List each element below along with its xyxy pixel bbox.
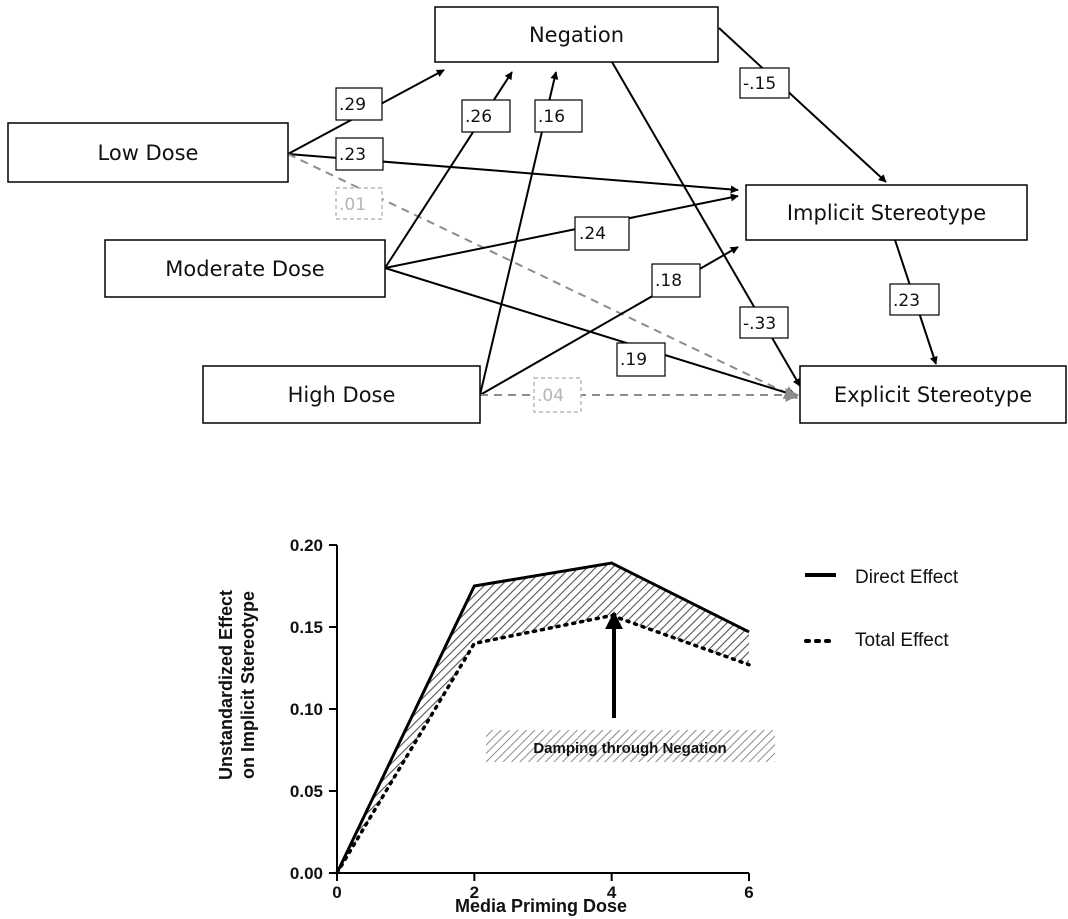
coef-negation-explicit: -.33 [739,306,789,339]
coef-moderate-implicit: .24 [574,216,630,251]
y-axis-ticks: 0.00 0.05 0.10 0.15 0.20 [290,536,337,883]
svg-text:.16: .16 [538,107,565,127]
y-tick-label: 0.00 [290,864,323,883]
x-axis-ticks: 0 2 4 6 [332,873,754,902]
x-axis-label: Media Priming Dose [455,896,627,916]
annotation-label: Damping through Negation [533,740,726,757]
coef-high-explicit: .04 [533,377,582,413]
legend-label-direct: Direct Effect [855,567,959,588]
coef-low-implicit: .23 [335,137,384,171]
x-tick-label: 6 [744,883,753,902]
node-low-dose-label: Low Dose [98,141,199,165]
svg-text:.29: .29 [339,95,366,115]
svg-text:.01: .01 [339,195,366,215]
arrow-low-to-explicit [287,153,799,399]
node-low-dose: Low Dose [7,122,289,183]
legend: Direct Effect Total Effect [804,567,959,651]
legend-label-total: Total Effect [855,630,949,651]
y-axis-label-line2: on Implicit Stereotype [238,591,258,779]
arrow-moderate-to-implicit [384,193,739,269]
annotation-hatch-box [486,730,775,762]
svg-text:.04: .04 [537,386,564,406]
svg-text:.23: .23 [339,145,366,165]
damping-region [337,563,749,873]
svg-text:.24: .24 [579,224,606,244]
coef-low-explicit: .01 [335,187,383,220]
coef-high-negation: .16 [534,99,583,133]
coef-moderate-explicit: .19 [616,342,666,377]
path-diagram: Negation Low Dose Moderate Dose High Dos… [7,6,1067,424]
svg-text:.18: .18 [655,271,682,291]
node-high-dose-label: High Dose [288,383,396,407]
node-high-dose: High Dose [202,365,481,424]
x-tick-label: 0 [332,883,341,902]
svg-text:-.33: -.33 [743,314,776,334]
svg-text:-.15: -.15 [743,74,776,94]
node-implicit-stereotype-label: Implicit Stereotype [787,201,986,225]
y-axis-label-line1: Unstandardized Effect [216,590,236,780]
x-tick-label: 4 [607,883,617,902]
x-tick-label: 2 [470,883,479,902]
svg-text:.26: .26 [465,107,492,127]
y-tick-label: 0.20 [290,536,323,555]
arrow-negation-to-implicit [718,27,887,183]
y-tick-label: 0.10 [290,700,323,719]
node-moderate-dose: Moderate Dose [104,239,386,298]
y-tick-label: 0.05 [290,782,323,801]
coef-negation-implicit: -.15 [739,67,790,99]
node-explicit-stereotype-label: Explicit Stereotype [834,383,1032,407]
node-explicit-stereotype: Explicit Stereotype [799,365,1067,424]
coef-low-negation: .29 [335,87,383,121]
y-tick-label: 0.15 [290,618,323,637]
svg-text:.19: .19 [620,350,647,370]
effect-chart: Damping through Negation 0.00 0.05 0.10 0.1… [216,536,959,916]
svg-text:.23: .23 [893,291,920,311]
coef-high-implicit: .18 [651,263,701,298]
series-line-direct-effect [335,561,750,874]
node-implicit-stereotype: Implicit Stereotype [745,184,1028,241]
node-negation: Negation [434,6,719,63]
series-line-total-effect [335,613,751,875]
node-moderate-dose-label: Moderate Dose [165,257,324,281]
coef-moderate-negation: .26 [461,99,511,133]
coef-implicit-explicit: .23 [889,283,940,316]
node-negation-label: Negation [529,23,624,47]
